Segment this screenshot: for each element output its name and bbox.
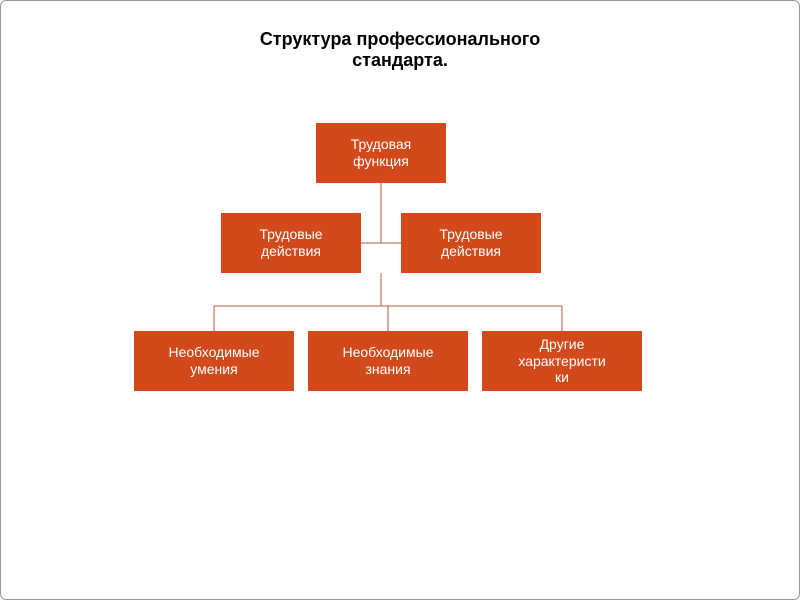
node-mid_l: Трудовые действия <box>221 213 361 273</box>
node-bot_3: Другие характеристи ки <box>482 331 642 391</box>
node-bot_1: Необходимые умения <box>134 331 294 391</box>
connector-layer <box>1 1 800 601</box>
diagram-title: Структура профессионального стандарта. <box>260 29 540 71</box>
node-bot_2: Необходимые знания <box>308 331 468 391</box>
diagram-frame: Структура профессионального стандарта. Т… <box>0 0 800 600</box>
node-root: Трудовая функция <box>316 123 446 183</box>
node-mid_r: Трудовые действия <box>401 213 541 273</box>
